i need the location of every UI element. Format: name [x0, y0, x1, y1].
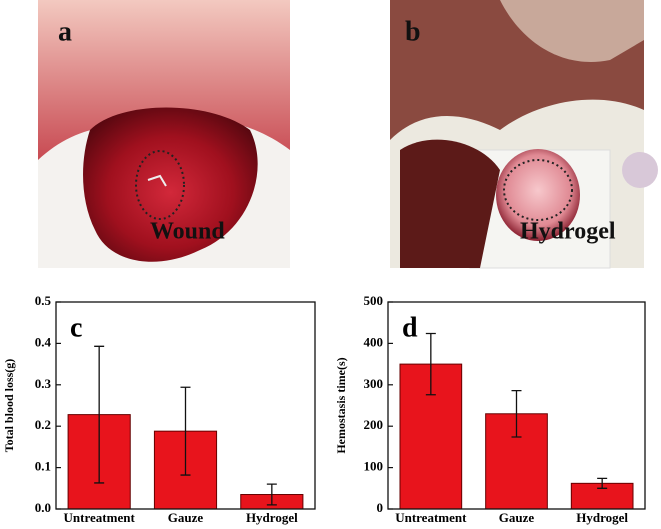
photo-annotation: Hydrogel — [520, 219, 616, 245]
error-bar — [597, 477, 608, 489]
photo-b: b Hydrogel — [390, 0, 658, 269]
error-bar — [94, 345, 105, 484]
x-tick-label: Untreatment — [64, 510, 136, 525]
x-tick-label: Hydrogel — [246, 510, 298, 525]
photo-a: a Wound — [38, 0, 290, 268]
x-tick-label: Gauze — [499, 510, 535, 525]
y-tick-label: 0.4 — [35, 334, 52, 349]
y-tick-label: 0.5 — [35, 293, 52, 308]
y-tick-label: 0 — [377, 500, 384, 515]
y-tick-label: 500 — [364, 293, 384, 308]
photo-label: b — [405, 16, 421, 47]
error-bar — [425, 332, 436, 396]
x-tick-label: Untreatment — [395, 510, 467, 525]
axes-frame — [387, 301, 646, 510]
error-bar — [266, 483, 277, 506]
y-tick-label: 0.3 — [35, 376, 52, 391]
panel-label: c — [70, 312, 82, 343]
panel-label: d — [402, 312, 418, 343]
error-bar — [180, 386, 191, 476]
y-tick-label: 400 — [364, 334, 384, 349]
y-tick-label: 100 — [364, 459, 384, 474]
y-tick-label: 0.0 — [35, 500, 51, 515]
axes-frame — [55, 301, 316, 510]
photo-label: a — [58, 16, 72, 47]
photo-annotation: Wound — [150, 219, 225, 245]
x-tick-label: Gauze — [168, 510, 204, 525]
y-tick-label: 300 — [364, 376, 384, 391]
y-axis-label: Hemostasis time(s) — [334, 357, 348, 453]
error-bar — [511, 389, 522, 438]
y-tick-label: 0.1 — [35, 459, 51, 474]
y-axis-label: Total blood loss(g) — [2, 359, 16, 453]
y-tick-label: 0.2 — [35, 417, 51, 432]
x-tick-label: Hydrogel — [576, 510, 628, 525]
y-tick-label: 200 — [364, 417, 384, 432]
